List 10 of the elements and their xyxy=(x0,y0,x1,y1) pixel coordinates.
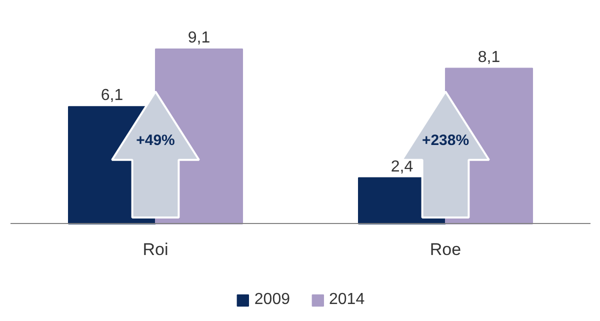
x-tick-label: Roi xyxy=(142,240,168,259)
annotation: +238% xyxy=(422,132,470,149)
data-label: 2,4 xyxy=(390,158,414,176)
legend-label: 2009 xyxy=(254,291,290,309)
data-label: 9,1 xyxy=(188,30,210,47)
legend-label: 2014 xyxy=(329,291,365,309)
x-tick-label: Roe xyxy=(430,240,462,259)
data-label: 6,1 xyxy=(100,87,124,104)
data-label: 8,1 xyxy=(478,48,500,66)
annotation: +49% xyxy=(136,132,175,149)
